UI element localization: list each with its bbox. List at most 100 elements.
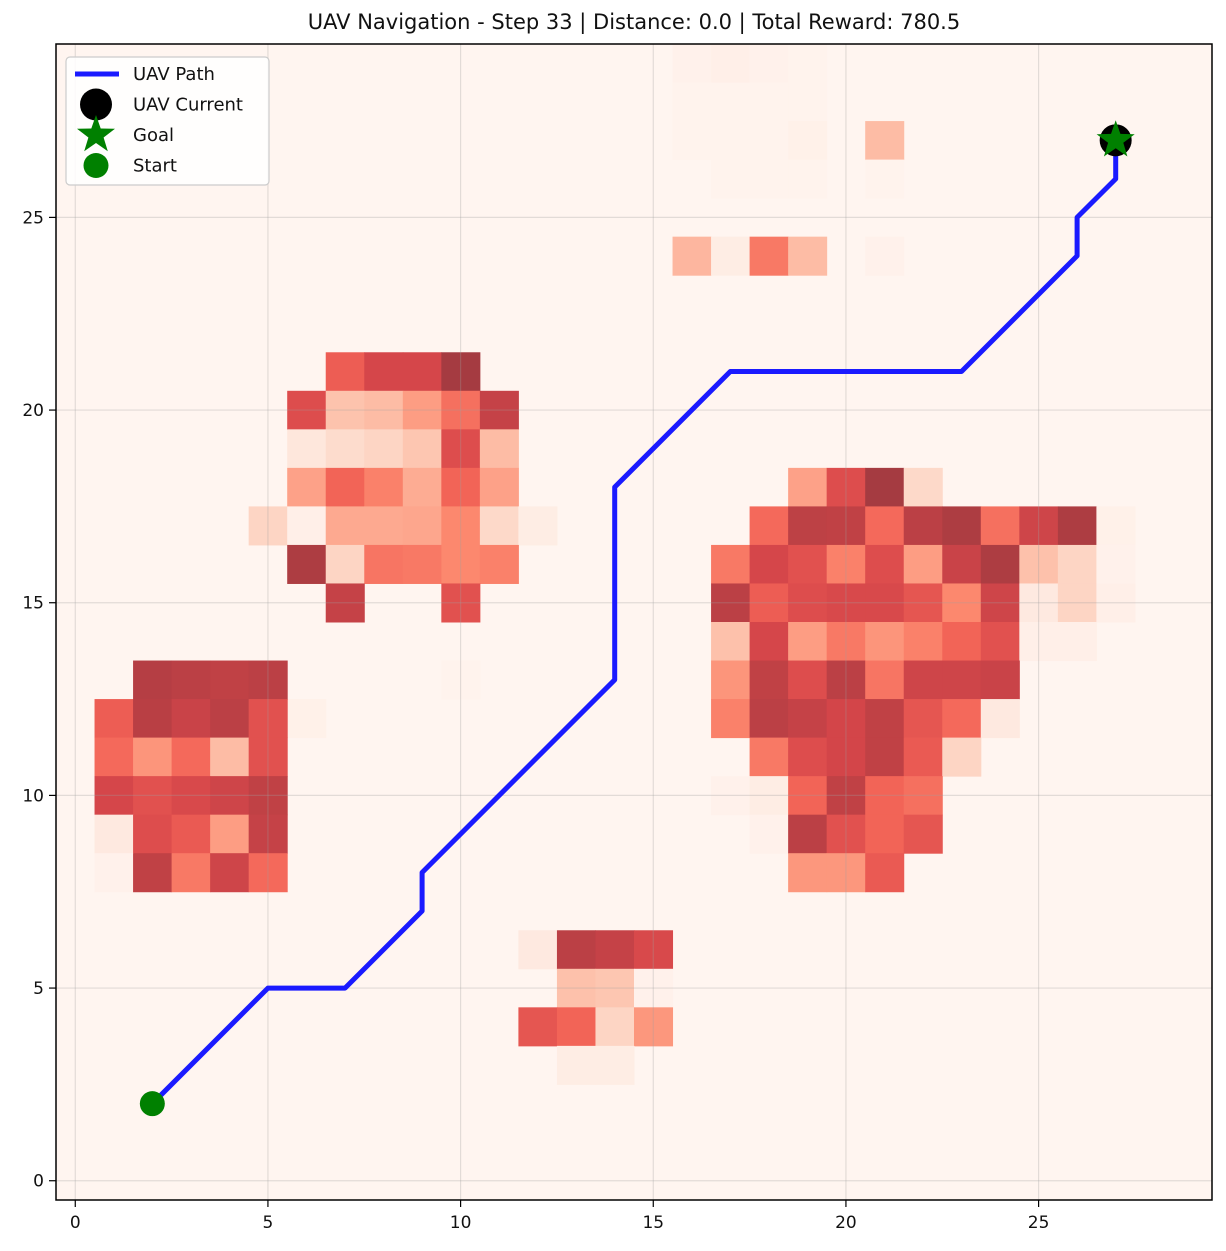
risk-cell	[749, 506, 789, 546]
risk-cell	[749, 544, 789, 584]
risk-cell	[402, 429, 442, 469]
uav-path-line	[150, 140, 1119, 1106]
risk-cell	[749, 737, 789, 777]
risk-cell	[1019, 544, 1059, 584]
x-tick-label: 10	[450, 1213, 472, 1233]
risk-cell	[364, 390, 404, 430]
risk-cell	[1096, 583, 1136, 623]
y-tick-label: 0	[33, 1172, 44, 1192]
risk-cell	[749, 121, 789, 161]
risk-cell	[248, 506, 288, 546]
risk-cell	[518, 506, 558, 546]
risk-cell	[788, 583, 828, 623]
risk-cell	[171, 853, 211, 893]
risk-cell	[942, 737, 982, 777]
legend-circle-swatch	[80, 88, 112, 121]
risk-cell	[94, 853, 134, 893]
risk-cell	[865, 236, 905, 276]
risk-cell	[672, 121, 712, 161]
risk-cell	[325, 352, 365, 392]
risk-cell	[903, 583, 943, 623]
x-tick-label: 5	[263, 1213, 274, 1233]
risk-cell	[788, 699, 828, 739]
risk-cell	[749, 699, 789, 739]
risk-cell	[133, 814, 173, 854]
x-tick-label: 15	[642, 1213, 664, 1233]
risk-cell	[402, 352, 442, 392]
risk-cell	[94, 737, 134, 777]
risk-cell	[903, 467, 943, 507]
risk-cell	[248, 737, 288, 777]
risk-cell	[402, 467, 442, 507]
risk-cell	[479, 544, 519, 584]
risk-cell	[325, 544, 365, 584]
risk-cell	[942, 544, 982, 584]
risk-cell	[1019, 622, 1059, 662]
risk-cell	[672, 44, 712, 84]
risk-cell	[903, 776, 943, 816]
risk-cell	[441, 544, 481, 584]
legend-label: Start	[133, 156, 177, 177]
risk-cell	[364, 352, 404, 392]
risk-cell	[287, 429, 327, 469]
risk-cell	[287, 506, 327, 546]
risk-cell	[210, 853, 250, 893]
risk-cell	[826, 814, 866, 854]
x-tick-label: 25	[1028, 1213, 1050, 1233]
risk-cell	[865, 583, 905, 623]
y-tick-label: 10	[22, 786, 44, 806]
risk-cell	[788, 44, 828, 84]
risk-cell	[287, 390, 327, 430]
risk-cell	[865, 121, 905, 161]
risk-cell	[788, 159, 828, 199]
risk-cell	[133, 699, 173, 739]
risk-cell	[1096, 544, 1136, 584]
risk-cell	[749, 583, 789, 623]
risk-cell	[865, 506, 905, 546]
risk-cell	[903, 622, 943, 662]
risk-cell	[749, 44, 789, 84]
start-marker	[139, 1091, 165, 1117]
risk-cell	[248, 776, 288, 816]
risk-cell	[749, 159, 789, 199]
legend-circle-swatch	[83, 153, 109, 178]
risk-cell	[210, 776, 250, 816]
risk-cell	[903, 814, 943, 854]
x-tick-label: 20	[835, 1213, 857, 1233]
risk-cell	[980, 506, 1020, 546]
risk-cell	[788, 660, 828, 700]
risk-cell	[865, 544, 905, 584]
risk-cell	[711, 544, 751, 584]
risk-cell	[788, 467, 828, 507]
risk-cell	[942, 699, 982, 739]
risk-cell	[865, 660, 905, 700]
risk-cell	[634, 968, 674, 1008]
risk-cell	[556, 1045, 596, 1085]
risk-cell	[248, 660, 288, 700]
risk-cell	[364, 506, 404, 546]
legend-star-swatch	[77, 115, 115, 152]
risk-cell	[171, 737, 211, 777]
plot-frame	[55, 43, 1213, 1201]
risk-cell	[441, 467, 481, 507]
risk-cell	[942, 622, 982, 662]
risk-cell	[980, 699, 1020, 739]
risk-cell	[865, 467, 905, 507]
risk-cell	[94, 776, 134, 816]
risk-cell	[441, 583, 481, 623]
risk-cell	[788, 814, 828, 854]
risk-cell	[325, 583, 365, 623]
risk-heatmap	[94, 44, 1136, 1085]
risk-cell	[711, 236, 751, 276]
risk-cell	[865, 622, 905, 662]
risk-cell	[942, 583, 982, 623]
risk-cell	[788, 82, 828, 122]
risk-cell	[248, 699, 288, 739]
legend-label: Goal	[133, 125, 174, 146]
risk-cell	[826, 776, 866, 816]
y-tick-label: 5	[33, 979, 44, 999]
risk-cell	[672, 236, 712, 276]
risk-cell	[711, 121, 751, 161]
risk-cell	[1057, 622, 1097, 662]
